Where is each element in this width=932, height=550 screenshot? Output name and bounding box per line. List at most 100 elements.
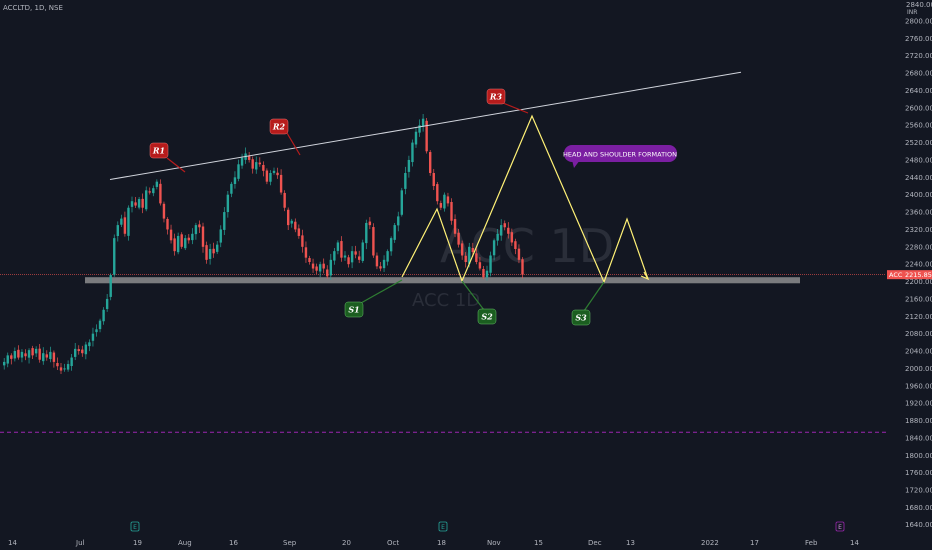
- candle: [368, 217, 372, 230]
- price-tick-label: 2200.00: [905, 278, 932, 286]
- candle: [152, 185, 155, 197]
- pattern-left-shoulder[interactable]: [401, 114, 649, 284]
- candle-body: [290, 220, 293, 224]
- candle-body: [201, 226, 205, 247]
- candle-body: [109, 275, 112, 297]
- candle-body: [460, 243, 464, 256]
- pattern-arrow: [640, 271, 650, 281]
- candle-body: [464, 255, 467, 263]
- candle: [287, 207, 290, 230]
- price-tick-label: 2480.00: [905, 156, 932, 164]
- tag-r1-label: R1: [152, 146, 165, 156]
- candle: [443, 192, 446, 212]
- time-tick-label: 16: [229, 539, 238, 547]
- candle: [393, 222, 396, 243]
- earnings-marker-3-label: E: [838, 524, 842, 531]
- candle-body: [326, 269, 329, 277]
- candle: [251, 156, 254, 174]
- candle-body: [482, 268, 485, 278]
- earnings-marker-3[interactable]: E: [835, 521, 845, 532]
- candle-body: [176, 235, 180, 253]
- candle: [411, 139, 414, 167]
- candle-body: [70, 357, 73, 367]
- candle: [343, 251, 347, 261]
- price-axis[interactable]: 2840.00 INR 2800.00 2760.00 2720.00 2680.00…: [905, 1, 932, 529]
- candle-body: [329, 259, 332, 276]
- candle: [315, 263, 318, 274]
- candle-body: [105, 298, 109, 309]
- candle-body: [358, 256, 361, 260]
- earnings-marker-2[interactable]: E: [438, 521, 448, 532]
- candle-body: [49, 351, 52, 360]
- candle-body: [42, 353, 45, 362]
- candle-body: [91, 333, 95, 341]
- candle: [336, 240, 340, 255]
- candle: [237, 159, 240, 182]
- candle-body: [294, 221, 297, 230]
- candle-body: [311, 263, 315, 269]
- tag-s3[interactable]: S3: [571, 281, 605, 326]
- candle: [436, 181, 439, 205]
- tag-s1-label: S1: [348, 305, 359, 315]
- candle: [372, 223, 375, 258]
- time-tick-label: 17: [750, 539, 759, 547]
- tag-s1[interactable]: S1: [344, 279, 403, 318]
- price-tick-label: 2320.00: [905, 226, 932, 234]
- current-price-tag[interactable]: ACC 2215.85: [887, 270, 932, 280]
- candle-body: [130, 201, 134, 207]
- time-tick-label: 20: [342, 539, 351, 547]
- price-tick-label: 2680.00: [905, 70, 932, 78]
- candle-body: [31, 348, 34, 356]
- candle-body: [510, 232, 514, 243]
- price-tick-label: 1960.00: [905, 382, 932, 390]
- candle-body: [63, 368, 66, 370]
- candle-body: [216, 244, 219, 252]
- candle-body: [375, 255, 379, 267]
- candle: [191, 228, 194, 245]
- candle: [102, 307, 105, 325]
- candle: [496, 229, 499, 246]
- candle: [74, 342, 77, 361]
- tag-s2[interactable]: S2: [461, 280, 497, 325]
- candle-body: [503, 223, 506, 228]
- price-tick-label: 2600.00: [905, 104, 932, 112]
- candle: [184, 235, 187, 251]
- candle-body: [457, 232, 460, 245]
- candle: [49, 346, 52, 363]
- candle: [148, 187, 151, 195]
- tag-r2[interactable]: R2: [269, 118, 301, 156]
- symbol-title[interactable]: ACCLTD, 1D, NSE: [3, 4, 63, 12]
- candle: [269, 170, 272, 186]
- earnings-marker-1[interactable]: E: [130, 521, 140, 532]
- candle: [421, 114, 425, 132]
- candle: [258, 157, 261, 167]
- candle: [358, 250, 361, 264]
- tag-r3[interactable]: R3: [486, 88, 529, 114]
- time-axis[interactable]: 14 Jul 19 Aug 16 Sep 20 Oct 18 Nov 15 Dec 13 2022 17 Fe…: [8, 539, 859, 547]
- price-axis-top-label: 2840.00: [906, 1, 932, 9]
- candle-body: [113, 238, 116, 275]
- price-tag-value: 2215.85: [905, 271, 932, 279]
- support-zone[interactable]: [85, 277, 800, 284]
- candle-body: [372, 227, 375, 256]
- candle: [208, 243, 212, 265]
- time-tick-label: Jul: [75, 539, 85, 547]
- candle: [38, 343, 41, 363]
- resistance-trendline[interactable]: [109, 71, 742, 180]
- candle-body: [166, 218, 169, 230]
- candle-body: [514, 241, 517, 249]
- candle: [42, 347, 45, 365]
- candle-body: [386, 251, 389, 262]
- candle: [308, 255, 311, 265]
- candle-body: [365, 222, 368, 244]
- candle: [475, 248, 478, 265]
- price-tick-label: 2120.00: [905, 313, 932, 321]
- tag-r1[interactable]: R1: [149, 142, 186, 173]
- candle-body: [276, 172, 279, 176]
- callout-head-and-shoulder[interactable]: HEAD AND SHOULDER FORMATION: [563, 145, 677, 168]
- candle-body: [95, 329, 98, 333]
- candle: [123, 211, 127, 237]
- candle-body: [389, 238, 393, 252]
- candle: [276, 167, 279, 179]
